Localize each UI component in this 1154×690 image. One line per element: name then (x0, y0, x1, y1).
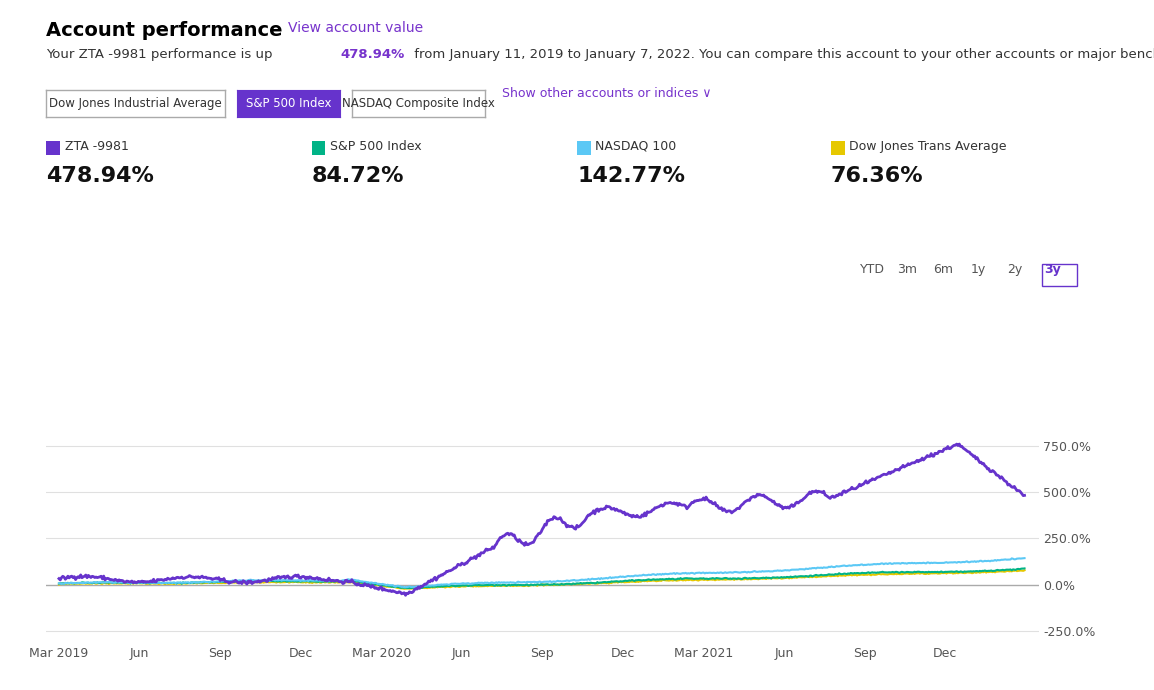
Text: S&P 500 Index: S&P 500 Index (330, 140, 421, 152)
Text: 1y: 1y (971, 263, 986, 275)
Text: Dow Jones Industrial Average: Dow Jones Industrial Average (50, 97, 222, 110)
Text: YTD: YTD (860, 263, 885, 275)
Text: 3m: 3m (897, 263, 916, 275)
Text: 478.94%: 478.94% (46, 166, 153, 186)
Text: NASDAQ 100: NASDAQ 100 (595, 140, 676, 152)
Text: Dow Jones Trans Average: Dow Jones Trans Average (849, 140, 1006, 152)
Text: 3y: 3y (1044, 263, 1062, 275)
Text: 6m: 6m (934, 263, 953, 275)
Text: 2y: 2y (1007, 263, 1022, 275)
Text: 142.77%: 142.77% (577, 166, 685, 186)
Text: NASDAQ Composite Index: NASDAQ Composite Index (342, 97, 495, 110)
Text: ZTA -9981: ZTA -9981 (65, 140, 128, 152)
Text: from January 11, 2019 to January 7, 2022. You can compare this account to your o: from January 11, 2019 to January 7, 2022… (410, 48, 1154, 61)
Text: View account value: View account value (288, 21, 424, 34)
Text: Show other accounts or indices ∨: Show other accounts or indices ∨ (502, 87, 712, 99)
Text: 84.72%: 84.72% (312, 166, 404, 186)
Text: S&P 500 Index: S&P 500 Index (246, 97, 331, 110)
Text: Your ZTA -9981 performance is up: Your ZTA -9981 performance is up (46, 48, 277, 61)
Text: 478.94%: 478.94% (340, 48, 405, 61)
Text: Account performance: Account performance (46, 21, 283, 40)
Text: 76.36%: 76.36% (831, 166, 923, 186)
